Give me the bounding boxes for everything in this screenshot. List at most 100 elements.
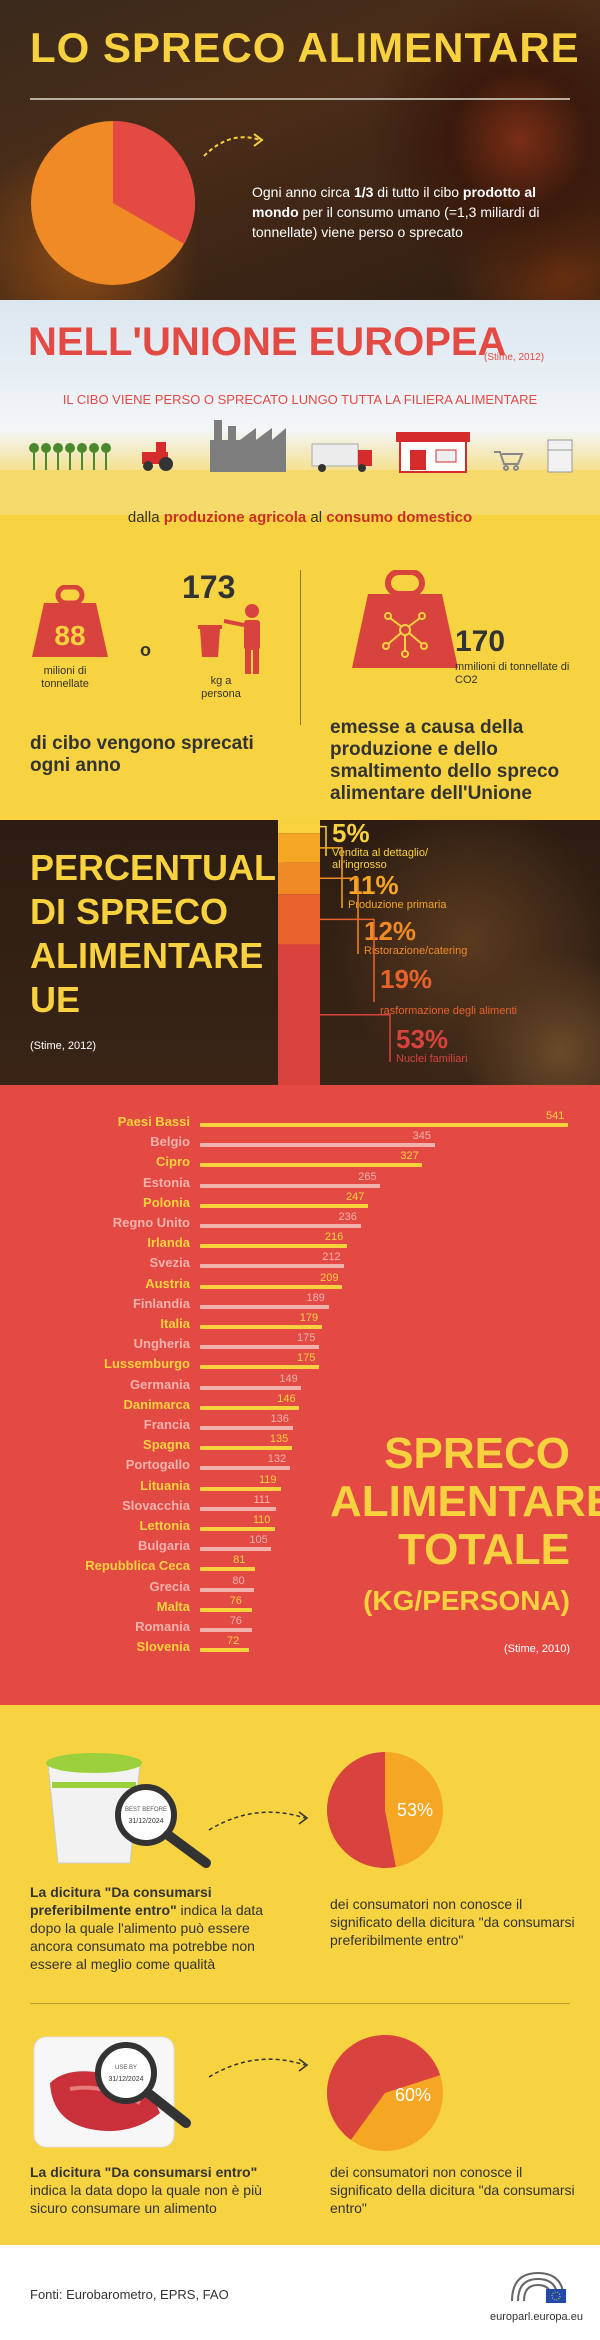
country-label: Spagna bbox=[143, 1437, 190, 1453]
weight-icon bbox=[32, 585, 108, 657]
country-label: Austria bbox=[145, 1275, 190, 1291]
chart-unit: (KG/PERSONA) bbox=[363, 1585, 570, 1616]
percent-label: all'ingrosso bbox=[332, 859, 387, 871]
intro-section: LO SPRECO ALIMENTARE Ogni anno circa 1/3… bbox=[0, 0, 600, 300]
percent-leader-line bbox=[320, 847, 343, 908]
country-bar bbox=[200, 1567, 256, 1572]
crops-icon bbox=[29, 443, 111, 470]
country-bar bbox=[200, 1183, 381, 1188]
person-bin-icon bbox=[198, 604, 260, 674]
country-chart-section: Paesi Bassi 541 Belgio 345 Cipro 327 Estonia 26… bbox=[0, 1085, 600, 1705]
country-value: 541 bbox=[546, 1110, 565, 1122]
country-value: 175 bbox=[297, 1352, 316, 1365]
percent-segment bbox=[278, 894, 320, 945]
country-value: 247 bbox=[346, 1190, 365, 1203]
percent-leader-line bbox=[320, 1014, 391, 1062]
stats-divider bbox=[300, 570, 301, 725]
footer: Fonti: Eurobarometro, EPRS, FAO europarl… bbox=[0, 2245, 600, 2340]
country-bar bbox=[200, 1446, 292, 1451]
waste-caption: di cibo vengono sprecati ogni anno bbox=[30, 733, 254, 776]
country-value: 327 bbox=[400, 1150, 419, 1163]
svg-text:60%: 60% bbox=[395, 2085, 431, 2105]
yogurt-magnifier-icon: BEST BEFORE 31/12/2024 bbox=[46, 1753, 211, 1868]
country-value: 110 bbox=[252, 1514, 271, 1526]
dashed-arrow-icon bbox=[208, 1811, 309, 1831]
tonnes-label: milioni di tonnellate bbox=[41, 665, 89, 690]
country-value: 236 bbox=[338, 1211, 357, 1223]
section-divider bbox=[30, 2003, 570, 2004]
percent-label: Nuclei familiari bbox=[396, 1053, 468, 1065]
country-value: 175 bbox=[297, 1332, 316, 1345]
country-label: Malta bbox=[156, 1598, 190, 1614]
country-bar bbox=[200, 1607, 252, 1612]
factory-icon bbox=[210, 420, 286, 472]
co2-value: 170 bbox=[455, 625, 506, 658]
world-pie-chart bbox=[31, 121, 196, 285]
sources: Fonti: Eurobarometro, EPRS, FAO bbox=[30, 2287, 229, 2302]
title-divider bbox=[30, 98, 570, 100]
country-label: Grecia bbox=[149, 1578, 190, 1594]
cart-icon bbox=[494, 451, 524, 471]
svg-text:53%: 53% bbox=[397, 1800, 433, 1820]
country-label: Lussemburgo bbox=[104, 1356, 190, 1372]
percent-value: 12% bbox=[364, 916, 416, 946]
pie-third-slice bbox=[113, 121, 196, 244]
country-label: Svezia bbox=[149, 1255, 190, 1271]
dashed-arrow-icon bbox=[203, 133, 264, 157]
country-label: Ungheria bbox=[133, 1336, 190, 1352]
country-bar bbox=[200, 1143, 435, 1148]
svg-text:31/12/2024: 31/12/2024 bbox=[108, 2076, 143, 2083]
stats-section: dalla produzione agricola al consumo dom… bbox=[0, 485, 600, 820]
country-value: 105 bbox=[249, 1534, 268, 1547]
country-bar bbox=[200, 1163, 423, 1168]
per-person-value: 173 bbox=[182, 569, 236, 605]
country-label: Lettonia bbox=[139, 1518, 190, 1533]
country-bar bbox=[200, 1203, 368, 1208]
dashed-arrow-icon bbox=[208, 2058, 309, 2078]
percent-value: 5% bbox=[332, 820, 370, 848]
percent-leader-line bbox=[320, 877, 359, 954]
country-label: Irlanda bbox=[147, 1235, 190, 1251]
percentages-stime: (Stime, 2012) bbox=[30, 1040, 97, 1052]
co2-weight-icon bbox=[352, 570, 458, 668]
tractor-icon bbox=[142, 442, 173, 471]
country-bar bbox=[200, 1284, 343, 1289]
country-label: Cipro bbox=[156, 1154, 190, 1170]
chart-title: SPRECO ALIMENTARE TOTALE bbox=[330, 1429, 600, 1574]
eu-section: NELL'UNIONE EUROPEA (Stime, 2012) IL CIB… bbox=[0, 300, 600, 485]
country-bar bbox=[200, 1244, 347, 1249]
country-value: 76 bbox=[229, 1615, 242, 1627]
percent-leader-line bbox=[320, 825, 327, 856]
or-label: o bbox=[140, 640, 151, 660]
country-bar bbox=[200, 1628, 252, 1632]
country-label: Danimarca bbox=[123, 1396, 190, 1412]
percent-segment bbox=[278, 820, 320, 834]
country-bar bbox=[200, 1466, 290, 1471]
country-value: 216 bbox=[324, 1231, 344, 1244]
country-bar bbox=[200, 1486, 281, 1491]
chain-subtitle: dalla produzione agricola al consumo dom… bbox=[127, 509, 473, 526]
percent-value: 11% bbox=[348, 870, 399, 900]
percent-label: rasformazione degli alimenti bbox=[380, 1005, 517, 1017]
country-label: Lituania bbox=[140, 1477, 190, 1493]
country-bar bbox=[200, 1325, 322, 1329]
percentages-section: PERCENTUALI DI SPRECO ALIMENTARE UE (Sti… bbox=[0, 820, 600, 1085]
page-title: LO SPRECO ALIMENTARE bbox=[30, 24, 580, 71]
svg-text:BEST BEFORE: BEST BEFORE bbox=[125, 1807, 167, 1813]
truck-icon bbox=[311, 443, 372, 472]
country-label: Romania bbox=[135, 1619, 190, 1634]
pie-53-chart: 53% bbox=[327, 1752, 443, 1868]
country-value: 209 bbox=[320, 1271, 339, 1284]
eu-title: NELL'UNIONE EUROPEA bbox=[28, 320, 507, 364]
country-label: Polonia bbox=[143, 1194, 190, 1210]
percent-label: Ristorazione/catering bbox=[364, 945, 467, 957]
country-label: Paesi Bassi bbox=[117, 1114, 190, 1129]
parliament-logo-icon bbox=[511, 2271, 566, 2303]
country-label: Finlandia bbox=[132, 1295, 190, 1311]
country-value: 111 bbox=[253, 1493, 271, 1506]
fridge-icon bbox=[547, 439, 573, 473]
country-label: Repubblica Ceca bbox=[85, 1558, 190, 1574]
chain-text: IL CIBO VIENE PERSO O SPRECATO LUNGO TUT… bbox=[62, 392, 538, 407]
country-bar bbox=[200, 1426, 293, 1430]
